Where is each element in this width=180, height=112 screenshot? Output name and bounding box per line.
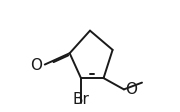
- Text: O: O: [30, 58, 42, 72]
- Text: O: O: [125, 82, 137, 96]
- Text: Br: Br: [73, 91, 89, 106]
